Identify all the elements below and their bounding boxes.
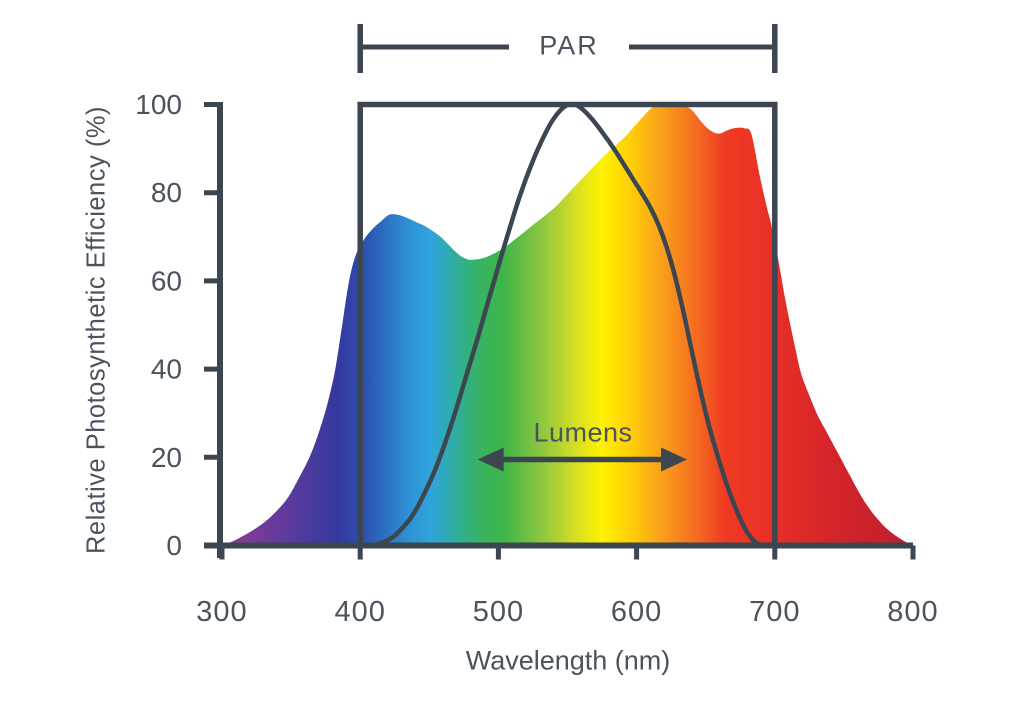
x-tick-label: 400 — [335, 596, 386, 628]
y-axis-ticks — [204, 102, 220, 460]
x-tick-label: 600 — [611, 596, 662, 628]
luminosity-curve — [371, 101, 764, 548]
x-axis-title: Wavelength (nm) — [465, 645, 671, 676]
par-label: PAR — [539, 30, 599, 61]
x-tick-label: 300 — [196, 596, 247, 628]
y-tick-label: 60 — [151, 265, 182, 296]
par-bracket-ends — [357, 24, 778, 73]
x-tick-label: 700 — [749, 596, 800, 628]
y-tick-label: 20 — [151, 442, 182, 473]
lumens-arrowhead-right — [661, 447, 688, 472]
y-tick-label: 0 — [166, 530, 182, 561]
lumens-arrowhead-left — [477, 447, 504, 472]
lumens-label: Lumens — [533, 417, 633, 448]
x-tick-label: 500 — [473, 596, 524, 628]
y-axis-title: Relative Photosynthetic Efficiency (%) — [82, 106, 111, 554]
x-axis-ticks — [219, 545, 916, 560]
y-tick-label: 100 — [135, 89, 182, 120]
y-tick-label: 40 — [151, 354, 182, 385]
spectrum-area — [222, 104, 913, 546]
y-tick-label: 80 — [151, 177, 182, 208]
x-tick-label: 800 — [887, 596, 938, 628]
